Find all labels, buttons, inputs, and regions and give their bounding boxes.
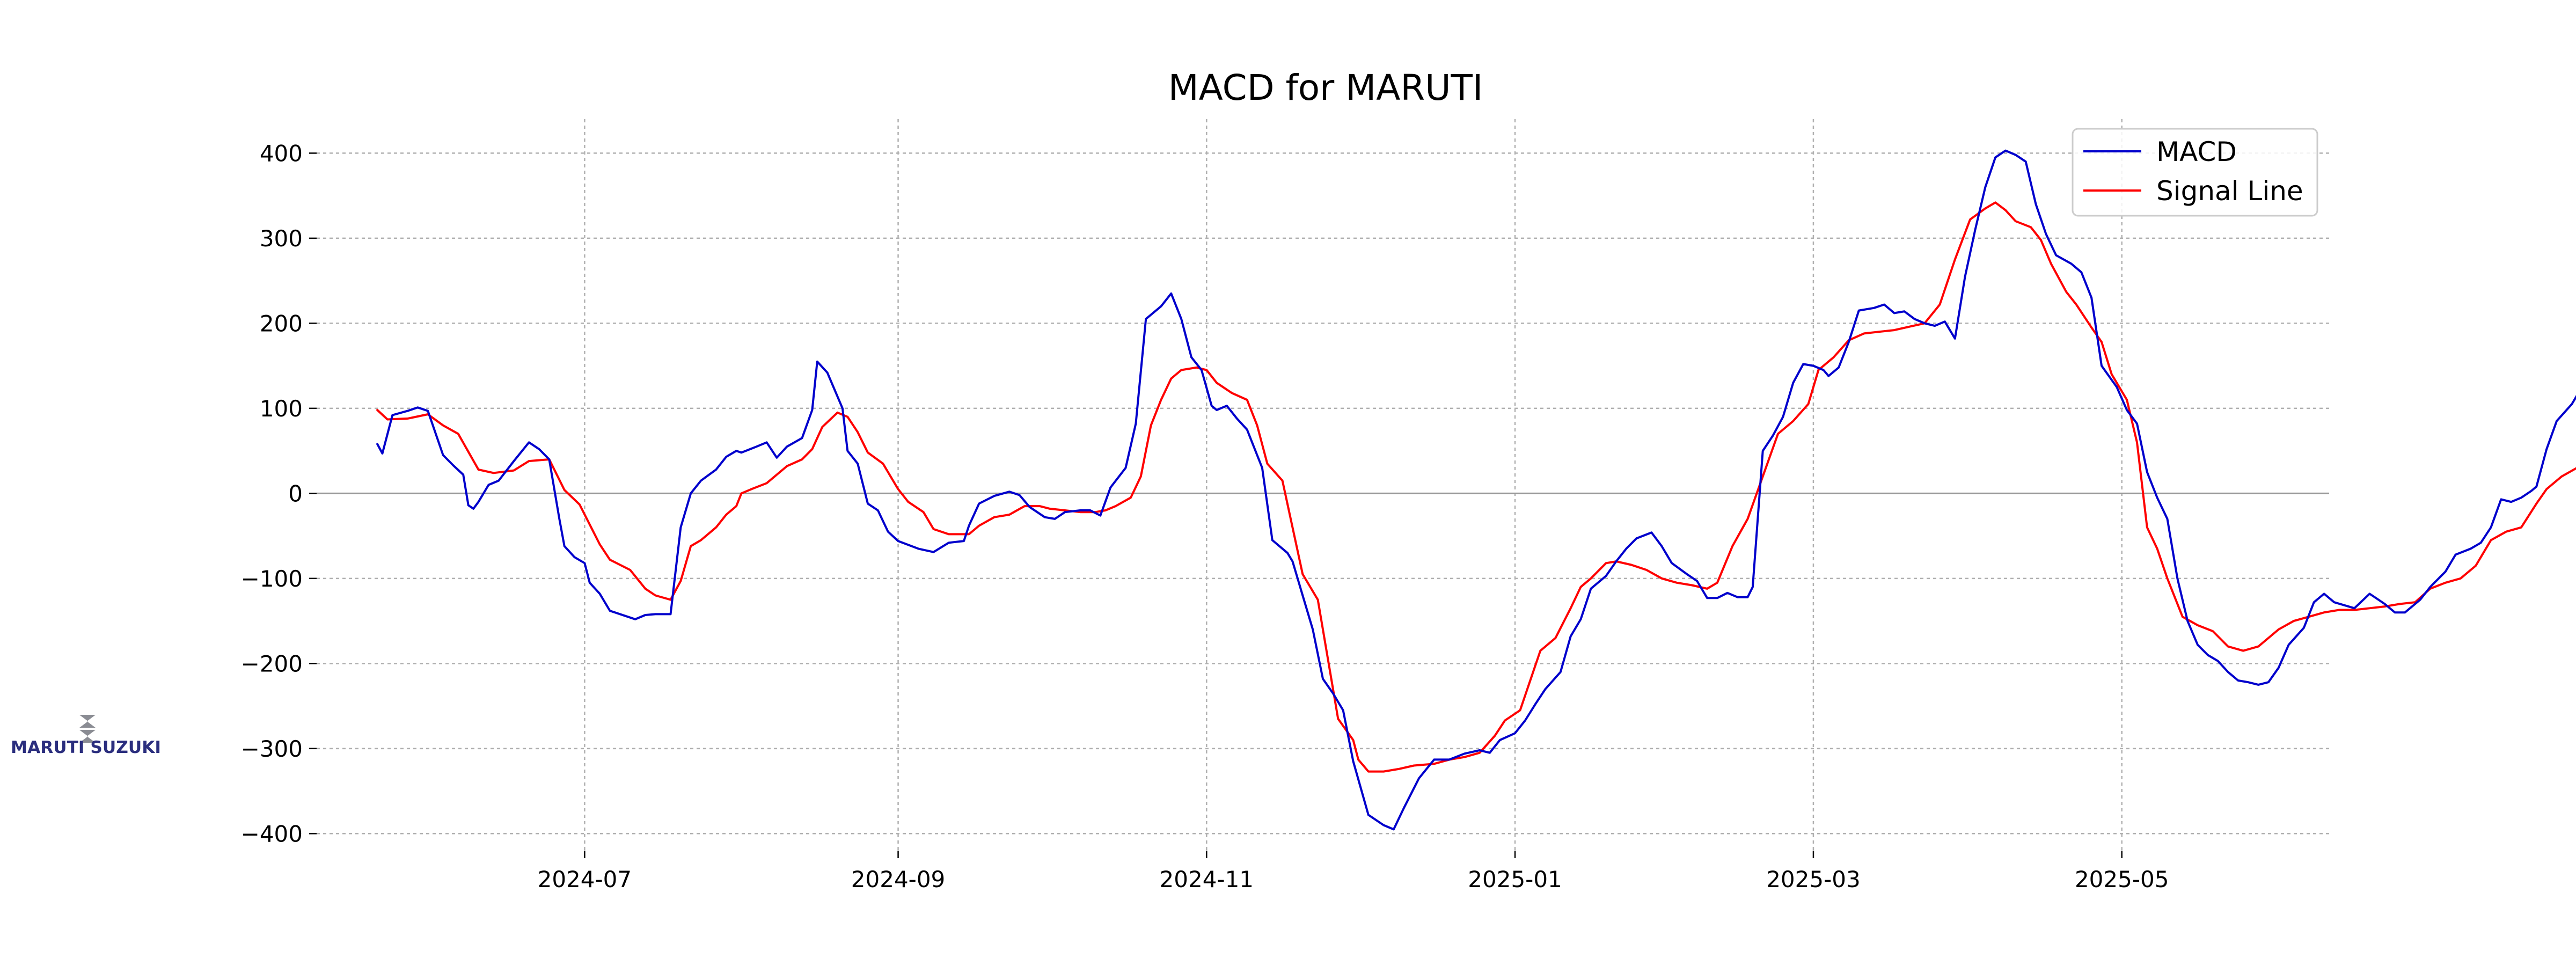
- legend-signal-label: Signal Line: [2156, 175, 2303, 207]
- legend-macd-label: MACD: [2156, 136, 2237, 167]
- y-tick-label: 300: [260, 225, 303, 252]
- series-layer: [376, 149, 2576, 831]
- chart-title: MACD for MARUTI: [1168, 67, 1483, 108]
- x-tick-label: 2025-01: [1468, 866, 1562, 892]
- y-tick-label: −300: [241, 736, 303, 762]
- y-tick-label: 400: [260, 140, 303, 166]
- y-tick-label: 0: [288, 480, 303, 507]
- x-axis-ticks: 2024-07 2024-09 2024-11 2025-01 2025-03 2025-…: [538, 851, 2169, 892]
- x-tick-label: 2024-07: [538, 866, 632, 892]
- x-tick-label: 2024-09: [851, 866, 946, 892]
- macd-series-line: [376, 149, 2576, 831]
- y-tick-label: −400: [241, 821, 303, 847]
- y-axis-ticks: 400 300 200 100 0 −100 −200 −300 −400: [241, 140, 317, 847]
- grid-lines: [317, 119, 2329, 851]
- suzuki-s-icon: [79, 715, 96, 743]
- maruti-suzuki-logo: MARUTI SUZUKI: [11, 715, 161, 757]
- y-tick-label: 100: [260, 396, 303, 422]
- y-tick-label: −100: [241, 566, 303, 592]
- logo-text: MARUTI SUZUKI: [11, 738, 161, 757]
- x-tick-label: 2025-05: [2075, 866, 2169, 892]
- legend: MACD Signal Line: [2072, 128, 2318, 217]
- x-tick-label: 2025-03: [1766, 866, 1861, 892]
- signal-series-line: [376, 201, 2576, 773]
- x-tick-label: 2024-11: [1160, 866, 1254, 892]
- y-tick-label: −200: [241, 650, 303, 677]
- y-tick-label: 200: [260, 310, 303, 336]
